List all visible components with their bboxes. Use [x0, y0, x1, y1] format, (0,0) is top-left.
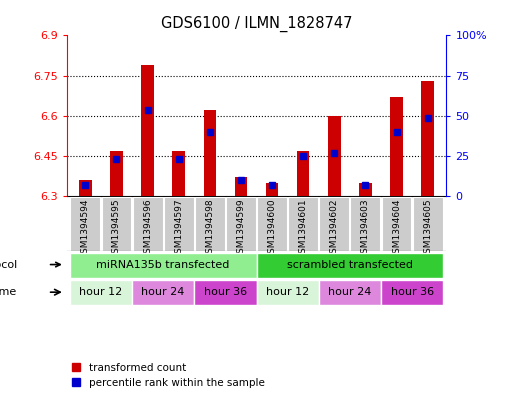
- FancyBboxPatch shape: [350, 196, 380, 251]
- FancyBboxPatch shape: [288, 196, 318, 251]
- Bar: [328, 116, 341, 196]
- FancyBboxPatch shape: [381, 280, 443, 305]
- Text: hour 36: hour 36: [204, 287, 247, 297]
- Bar: [204, 110, 216, 196]
- FancyBboxPatch shape: [133, 196, 163, 251]
- Text: miRNA135b transfected: miRNA135b transfected: [96, 259, 230, 270]
- Text: hour 12: hour 12: [266, 287, 309, 297]
- Text: GSM1394601: GSM1394601: [299, 198, 308, 259]
- Bar: [266, 183, 278, 196]
- Text: GSM1394600: GSM1394600: [268, 198, 277, 259]
- FancyBboxPatch shape: [102, 196, 131, 251]
- Text: GSM1394603: GSM1394603: [361, 198, 370, 259]
- Legend: transformed count, percentile rank within the sample: transformed count, percentile rank withi…: [72, 363, 264, 388]
- Text: protocol: protocol: [0, 259, 17, 270]
- FancyBboxPatch shape: [226, 196, 256, 251]
- Text: GSM1394605: GSM1394605: [423, 198, 432, 259]
- Text: GSM1394594: GSM1394594: [81, 198, 90, 259]
- Text: GSM1394596: GSM1394596: [143, 198, 152, 259]
- FancyBboxPatch shape: [256, 253, 443, 277]
- Bar: [390, 97, 403, 196]
- Bar: [142, 65, 154, 196]
- FancyBboxPatch shape: [194, 280, 256, 305]
- FancyBboxPatch shape: [70, 196, 101, 251]
- FancyBboxPatch shape: [382, 196, 411, 251]
- Text: hour 24: hour 24: [328, 287, 371, 297]
- Text: GSM1394602: GSM1394602: [330, 198, 339, 259]
- FancyBboxPatch shape: [195, 196, 225, 251]
- Text: scrambled transfected: scrambled transfected: [287, 259, 413, 270]
- Bar: [79, 180, 92, 196]
- Text: GSM1394595: GSM1394595: [112, 198, 121, 259]
- Bar: [297, 151, 309, 196]
- FancyBboxPatch shape: [412, 196, 443, 251]
- FancyBboxPatch shape: [70, 280, 132, 305]
- FancyBboxPatch shape: [256, 280, 319, 305]
- Text: GSM1394598: GSM1394598: [205, 198, 214, 259]
- FancyBboxPatch shape: [257, 196, 287, 251]
- Bar: [359, 183, 371, 196]
- FancyBboxPatch shape: [319, 280, 381, 305]
- Text: GDS6100 / ILMN_1828747: GDS6100 / ILMN_1828747: [161, 16, 352, 32]
- Bar: [235, 177, 247, 196]
- FancyBboxPatch shape: [70, 253, 256, 277]
- Text: hour 36: hour 36: [390, 287, 433, 297]
- Text: hour 12: hour 12: [80, 287, 123, 297]
- FancyBboxPatch shape: [320, 196, 349, 251]
- Bar: [172, 151, 185, 196]
- Text: GSM1394597: GSM1394597: [174, 198, 183, 259]
- FancyBboxPatch shape: [132, 280, 194, 305]
- FancyBboxPatch shape: [164, 196, 193, 251]
- Text: time: time: [0, 287, 17, 297]
- Bar: [110, 151, 123, 196]
- Text: GSM1394599: GSM1394599: [236, 198, 245, 259]
- Text: hour 24: hour 24: [142, 287, 185, 297]
- Text: GSM1394604: GSM1394604: [392, 198, 401, 259]
- Bar: [421, 81, 434, 196]
